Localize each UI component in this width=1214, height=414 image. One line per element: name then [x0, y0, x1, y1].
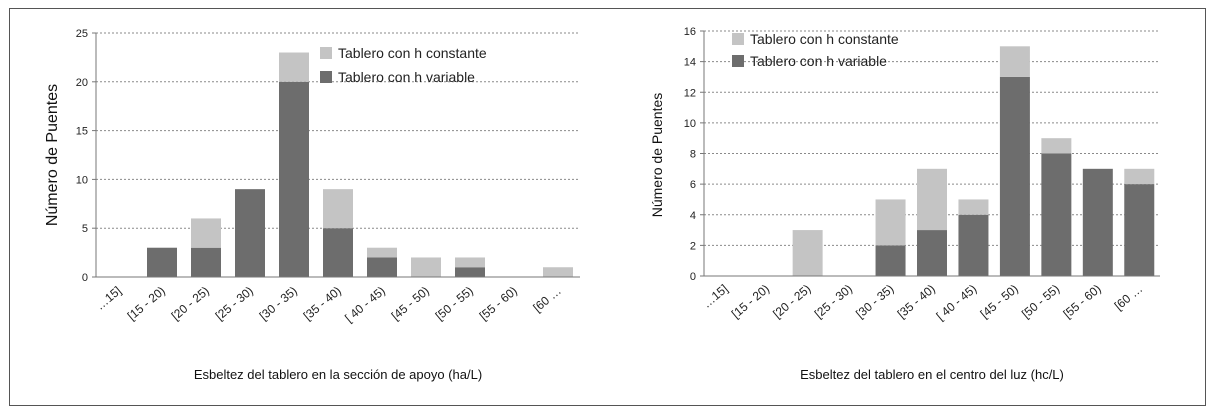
bar-h-constante — [411, 257, 441, 277]
x-axis-title: Esbeltez del tablero en el centro del lu… — [800, 367, 1064, 382]
x-tick-label: [30 - 35) — [257, 284, 300, 323]
bar-h-constante — [958, 199, 989, 215]
y-tick-label: 10 — [684, 118, 696, 130]
y-axis-title: Número de Puentes — [649, 93, 665, 218]
bar-h-constante — [543, 267, 573, 277]
x-tick-label: [25 - 30) — [812, 282, 855, 321]
y-tick-label: 8 — [690, 149, 696, 161]
bar-h-variable — [367, 257, 397, 277]
y-tick-label: 5 — [82, 223, 88, 235]
bar-h-constante — [367, 247, 397, 258]
bar-h-variable — [147, 247, 177, 277]
x-tick-label: [60 … — [530, 284, 564, 315]
x-tick-label: [50 - 55) — [1019, 282, 1062, 321]
bar-h-variable — [191, 247, 221, 277]
y-tick-label: 12 — [684, 87, 696, 99]
x-tick-label: …15] — [700, 282, 731, 311]
y-tick-label: 20 — [76, 77, 88, 89]
bar-h-variable — [1041, 153, 1072, 276]
legend-swatch — [320, 47, 332, 59]
x-tick-label: [55 - 60) — [1061, 282, 1104, 321]
y-tick-label: 2 — [690, 240, 696, 252]
legend-swatch — [320, 71, 332, 83]
legend-swatch — [732, 55, 744, 67]
x-tick-label: [60 … — [1112, 282, 1146, 313]
bar-h-variable — [1124, 184, 1155, 276]
y-tick-label: 6 — [690, 179, 696, 191]
x-tick-label: [45 - 50) — [389, 284, 432, 323]
bar-h-variable — [1082, 168, 1113, 276]
bar-h-constante — [279, 52, 309, 82]
bar-h-constante — [999, 46, 1030, 77]
x-tick-label: [30 - 35) — [853, 282, 896, 321]
bar-h-variable — [455, 267, 485, 277]
bar-h-constante — [792, 230, 823, 276]
legend-label: Tablero con h variable — [338, 69, 475, 85]
x-tick-label: [35 - 40) — [301, 284, 344, 323]
x-tick-label: …15] — [93, 284, 124, 313]
legend-label: Tablero con h constante — [750, 31, 899, 47]
bar-h-constante — [191, 218, 221, 248]
x-axis-title: Esbeltez del tablero en la sección de ap… — [194, 367, 482, 382]
bar-h-constante — [917, 168, 947, 231]
x-tick-label: [25 - 30) — [213, 284, 256, 323]
y-tick-label: 4 — [690, 210, 696, 222]
y-tick-label: 15 — [76, 126, 88, 138]
y-tick-label: 10 — [76, 174, 88, 186]
bar-h-constante — [1041, 138, 1072, 154]
legend-label: Tablero con h constante — [338, 45, 487, 61]
y-tick-label: 16 — [684, 26, 696, 38]
x-tick-label: [45 - 50) — [978, 282, 1021, 321]
x-tick-label: [55 - 60) — [477, 284, 520, 323]
x-tick-label: [20 - 25) — [770, 282, 813, 321]
chart-1: 0 5 10 15 20 25 …15] [15 - 20) [20 - 25) [25 - 30… — [44, 28, 580, 382]
bar-h-constante — [323, 189, 353, 229]
y-tick-label: 14 — [684, 57, 696, 69]
bar-h-variable — [235, 189, 265, 277]
bar-h-variable — [999, 76, 1030, 276]
bar-h-constante — [875, 199, 906, 246]
bar-h-variable — [875, 245, 906, 276]
x-tick-label: [ 40 - 45) — [342, 284, 388, 326]
bar-h-variable — [958, 214, 989, 276]
x-tick-label: [50 - 55) — [433, 284, 476, 323]
y-tick-label: 0 — [690, 271, 696, 283]
bar-h-constante — [455, 257, 485, 268]
bar-h-variable — [279, 81, 309, 277]
bar-h-variable — [323, 228, 353, 277]
bar-h-constante — [1124, 168, 1155, 185]
x-tick-label: [20 - 25) — [169, 284, 212, 323]
y-axis-title: Número de Puentes — [44, 84, 61, 226]
legend-swatch — [732, 33, 744, 45]
x-tick-label: [15 - 20) — [729, 282, 772, 321]
legend-label: Tablero con h variable — [750, 53, 887, 69]
x-tick-label: [35 - 40) — [895, 282, 938, 321]
x-tick-label: [ 40 - 45) — [934, 282, 980, 324]
chart-2: 0 2 4 6 8 10 12 14 16 …15][15 - 20)[20 - 25)[25 -… — [649, 26, 1160, 382]
x-tick-label: [15 - 20) — [125, 284, 168, 323]
bar-h-variable — [917, 230, 947, 276]
y-tick-label: 0 — [82, 272, 88, 284]
y-tick-label: 25 — [76, 28, 88, 40]
